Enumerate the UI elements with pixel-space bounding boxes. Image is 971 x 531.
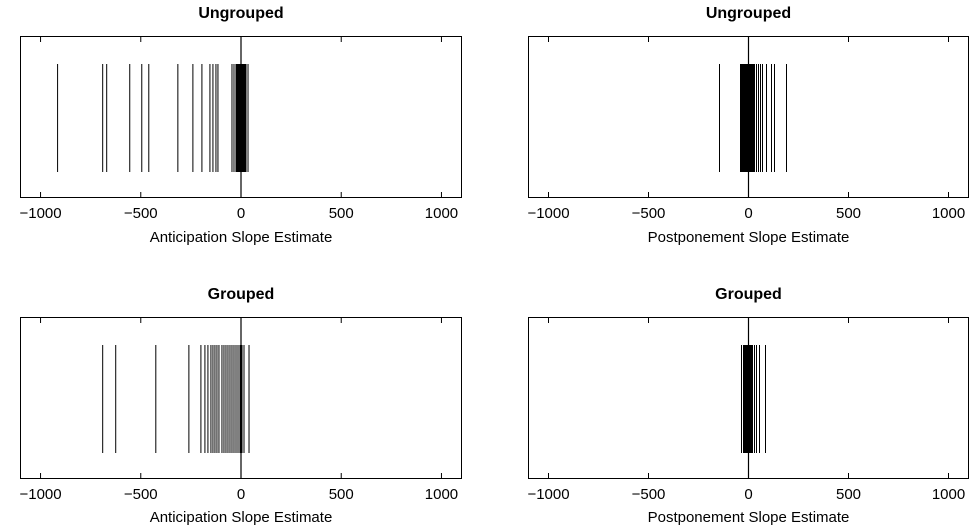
x-axis-label: Postponement Slope Estimate [647, 509, 850, 526]
x-tick-label: 500 [329, 205, 354, 222]
x-tick-label: −1000 [19, 205, 61, 222]
x-tick-label: 0 [237, 205, 245, 222]
x-tick-label: −500 [124, 486, 158, 503]
rug-plot: −1000 −500 0 500 1000 [527, 36, 969, 222]
x-tick-label: 0 [237, 486, 245, 503]
x-tick-label: −1000 [19, 486, 61, 503]
chart-title: Ungrouped [705, 5, 792, 22]
x-tick-label: 500 [836, 486, 861, 503]
x-tick-label: 1000 [425, 486, 458, 503]
x-axis-label: Anticipation Slope Estimate [149, 229, 333, 246]
x-tick-label: −500 [632, 486, 666, 503]
x-tick-label: 1000 [932, 205, 965, 222]
x-tick-label: −500 [632, 205, 666, 222]
x-tick-label: −500 [124, 205, 158, 222]
x-tick-label: 500 [329, 486, 354, 503]
x-tick-label: 1000 [932, 486, 965, 503]
x-tick-label: −1000 [527, 205, 569, 222]
x-axis-label: Postponement Slope Estimate [647, 229, 850, 246]
x-tick-label: 500 [836, 205, 861, 222]
x-tick-label: 0 [744, 205, 752, 222]
rug-plot: −1000 −500 0 500 1000 [19, 317, 462, 503]
rug-plot: −1000 −500 0 500 1000 [527, 317, 969, 503]
x-axis-label: Anticipation Slope Estimate [149, 509, 333, 526]
chart-title: Grouped [207, 286, 275, 303]
chart-title: Ungrouped [198, 5, 284, 22]
x-tick-label: 1000 [425, 205, 458, 222]
x-tick-label: −1000 [527, 486, 569, 503]
rug-plot: −1000 −500 0 500 1000 [19, 36, 462, 222]
x-tick-label: 0 [744, 486, 752, 503]
chart-title: Grouped [715, 286, 782, 303]
